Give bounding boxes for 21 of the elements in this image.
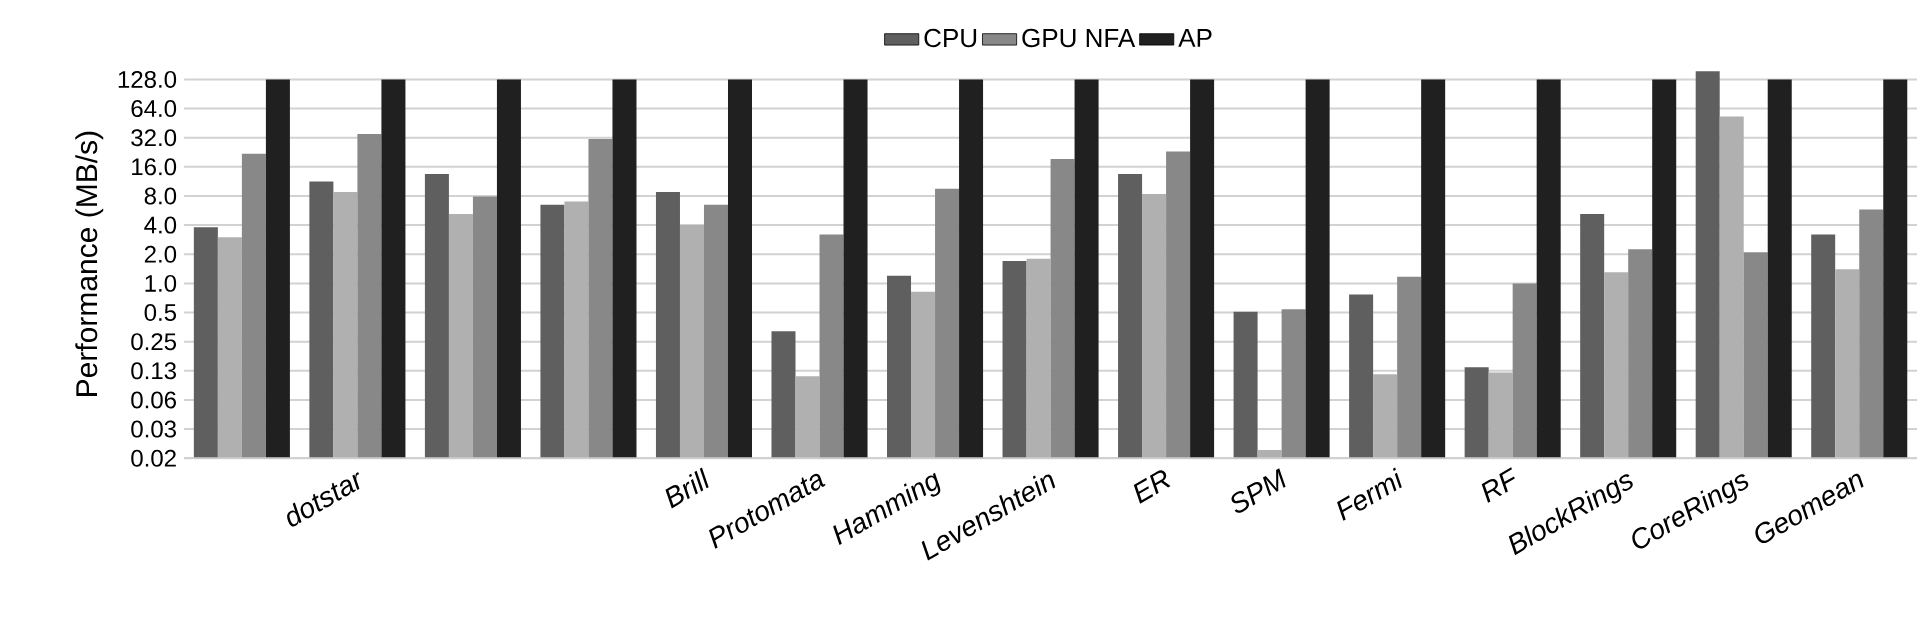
y-tick-label: 128.0 <box>118 70 177 88</box>
x-tick-label: SPM <box>1231 467 1286 513</box>
y-tick-label: 64.0 <box>131 99 177 117</box>
y-axis-title: Performance (MB/s) <box>75 131 104 396</box>
y-tick-label: 0.25 <box>131 333 177 350</box>
y-tick-label: 0.03 <box>131 420 176 438</box>
y-tick-label: 2.0 <box>144 245 177 263</box>
legend-label: GPU NFA <box>1022 28 1136 48</box>
legend-label: AP <box>1178 28 1212 47</box>
x-tick-label: ER <box>1133 470 1171 504</box>
y-tick-label: 0.02 <box>131 449 176 467</box>
legend-label: CPU <box>924 28 977 48</box>
y-tick-label: 32.0 <box>131 129 177 147</box>
y-tick-label: 0.13 <box>131 362 176 380</box>
y-tick-label: 0.5 <box>144 303 177 321</box>
y-tick-label: 8.0 <box>144 187 177 205</box>
y-tick-label: 1.0 <box>145 274 177 292</box>
y-tick-label: 0.06 <box>131 391 176 409</box>
y-tick-label: 4.0 <box>144 216 177 234</box>
y-tick-label: 16.0 <box>132 158 177 176</box>
x-tick-label: Brill <box>665 467 709 509</box>
